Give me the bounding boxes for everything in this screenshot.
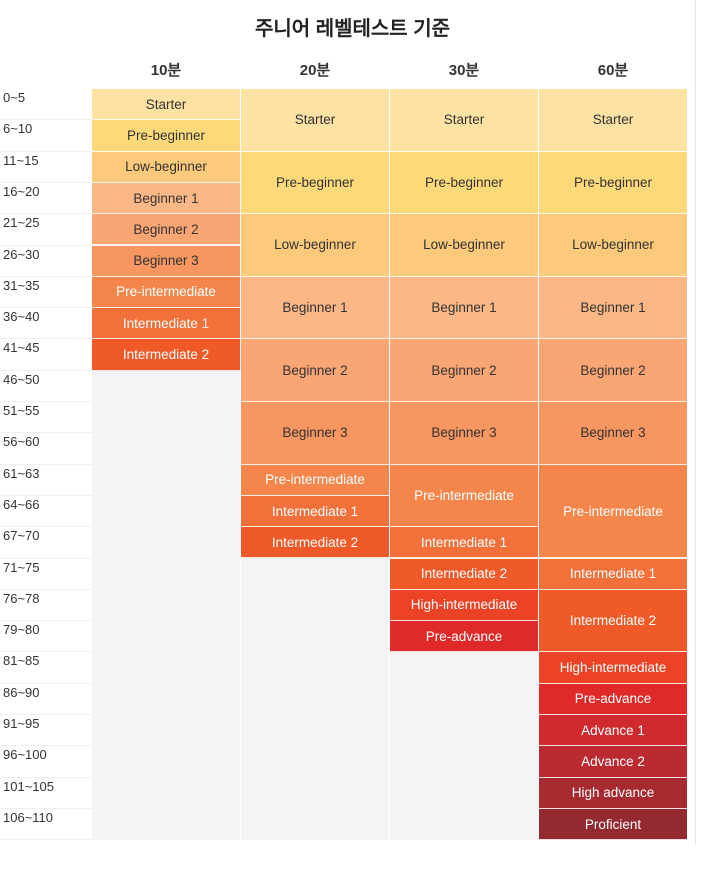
- level-cell-beginner-3: Beginner 3: [241, 402, 389, 465]
- row-label: 11~15: [3, 152, 39, 168]
- row-label: 6~10: [3, 121, 33, 137]
- level-cell-beginner-2: Beginner 2: [241, 339, 389, 402]
- level-cell-low-beginner: Low-beginner: [539, 214, 687, 277]
- row-divider: [0, 494, 92, 496]
- level-cell-starter: Starter: [92, 89, 240, 121]
- row-label: 91~95: [3, 716, 40, 731]
- level-cell-beginner-3: Beginner 3: [92, 245, 240, 277]
- row-label: 67~70: [3, 528, 40, 544]
- page-title: 주니어 레벨테스트 기준: [254, 18, 451, 40]
- level-cell-intermediate-1: Intermediate 1: [241, 495, 389, 528]
- row-divider: [0, 651, 92, 653]
- level-cell-pre-beginner: Pre-beginner: [92, 120, 240, 152]
- level-cell-beginner-1: Beginner 1: [539, 276, 687, 340]
- level-cell-high-advance: High advance: [539, 777, 687, 809]
- row-divider: [0, 401, 92, 402]
- right-border: [695, 0, 696, 845]
- level-cell-intermediate-1: Intermediate 1: [390, 527, 538, 559]
- level-cell-advance-1: Advance 1: [539, 715, 687, 747]
- row-divider: [0, 557, 92, 559]
- row-label: 51~55: [3, 403, 40, 418]
- level-cell-pre-intermediate: Pre-intermediate: [390, 464, 538, 528]
- row-divider: [0, 119, 92, 121]
- row-divider: [0, 682, 92, 684]
- row-divider: [0, 150, 92, 152]
- level-cell-beginner-2: Beginner 2: [390, 339, 538, 402]
- level-cell-starter: Starter: [539, 89, 687, 152]
- level-cell-intermediate-2: Intermediate 2: [390, 558, 538, 590]
- level-cell-beginner-2: Beginner 2: [92, 214, 240, 246]
- row-label: 79~80: [3, 622, 40, 638]
- level-cell-pre-advance: Pre-advance: [539, 683, 687, 715]
- level-cell-high-intermediate: High-intermediate: [539, 652, 687, 684]
- level-cell-advance-2: Advance 2: [539, 746, 687, 778]
- row-divider: [0, 369, 92, 371]
- level-cell-low-beginner: Low-beginner: [390, 214, 538, 277]
- column-header: 60분: [597, 62, 629, 79]
- level-cell-intermediate-2: Intermediate 2: [92, 339, 240, 371]
- row-divider: [0, 432, 92, 434]
- level-cell-intermediate-2: Intermediate 2: [241, 527, 389, 559]
- level-cell-pre-intermediate: Pre-intermediate: [539, 464, 687, 559]
- row-label: 101~105: [3, 778, 54, 794]
- row-label: 86~90: [3, 684, 40, 700]
- level-cell-pre-beginner: Pre-beginner: [241, 151, 389, 215]
- row-label: 31~35: [3, 277, 40, 293]
- row-label: 106~110: [3, 809, 54, 825]
- level-cell-beginner-2: Beginner 2: [539, 339, 687, 402]
- row-divider: [0, 620, 92, 622]
- level-cell-pre-beginner: Pre-beginner: [539, 151, 687, 215]
- row-divider: [0, 588, 92, 590]
- row-label: 21~25: [3, 215, 40, 231]
- row-label: 61~63: [3, 465, 40, 481]
- level-cell-high-intermediate: High-intermediate: [390, 589, 538, 622]
- row-label: 96~100: [3, 747, 47, 763]
- row-label: 76~78: [3, 590, 40, 606]
- level-cell-beginner-1: Beginner 1: [390, 276, 538, 340]
- row-label: 71~75: [3, 559, 40, 575]
- row-divider: [0, 776, 92, 778]
- level-cell-starter: Starter: [241, 89, 389, 152]
- level-cell-pre-beginner: Pre-beginner: [390, 151, 538, 215]
- row-divider: [0, 807, 92, 809]
- level-cell-beginner-1: Beginner 1: [241, 276, 389, 340]
- level-cell-beginner-3: Beginner 3: [539, 402, 687, 465]
- level-cell-pre-advance: Pre-advance: [390, 621, 538, 653]
- row-divider: [0, 244, 92, 246]
- level-cell-intermediate-2: Intermediate 2: [539, 589, 687, 653]
- row-label: 16~20: [3, 183, 40, 199]
- level-cell-proficient: Proficient: [539, 808, 687, 841]
- row-divider: [0, 338, 92, 340]
- level-cell-pre-intermediate: Pre-intermediate: [92, 276, 240, 309]
- row-label: 56~60: [3, 434, 40, 450]
- row-label: 46~50: [3, 371, 40, 387]
- level-cell-intermediate-1: Intermediate 1: [539, 558, 687, 590]
- level-cell-pre-intermediate: Pre-intermediate: [241, 464, 389, 496]
- level-cell-low-beginner: Low-beginner: [241, 214, 389, 277]
- row-divider: [0, 714, 92, 715]
- column-header: 20분: [299, 62, 331, 79]
- row-label: 81~85: [3, 653, 40, 669]
- row-label: 26~30: [3, 246, 40, 262]
- row-divider: [0, 275, 92, 277]
- row-label: 0~5: [3, 90, 26, 105]
- level-cell-intermediate-1: Intermediate 1: [92, 308, 240, 340]
- column-header: 30분: [448, 62, 480, 79]
- level-cell-beginner-1: Beginner 1: [92, 182, 240, 215]
- row-divider: [0, 181, 92, 183]
- column-header: 10분: [150, 62, 182, 79]
- row-label: 41~45: [3, 340, 40, 356]
- row-divider: [0, 745, 92, 747]
- row-divider: [0, 839, 92, 841]
- row-divider: [0, 213, 92, 215]
- level-cell-starter: Starter: [390, 89, 538, 152]
- row-divider: [0, 526, 92, 528]
- level-cell-beginner-3: Beginner 3: [390, 402, 538, 465]
- row-divider: [0, 307, 92, 309]
- level-cell-low-beginner: Low-beginner: [92, 151, 240, 183]
- row-label: 36~40: [3, 309, 40, 325]
- row-divider: [0, 463, 92, 465]
- row-label: 64~66: [3, 496, 40, 512]
